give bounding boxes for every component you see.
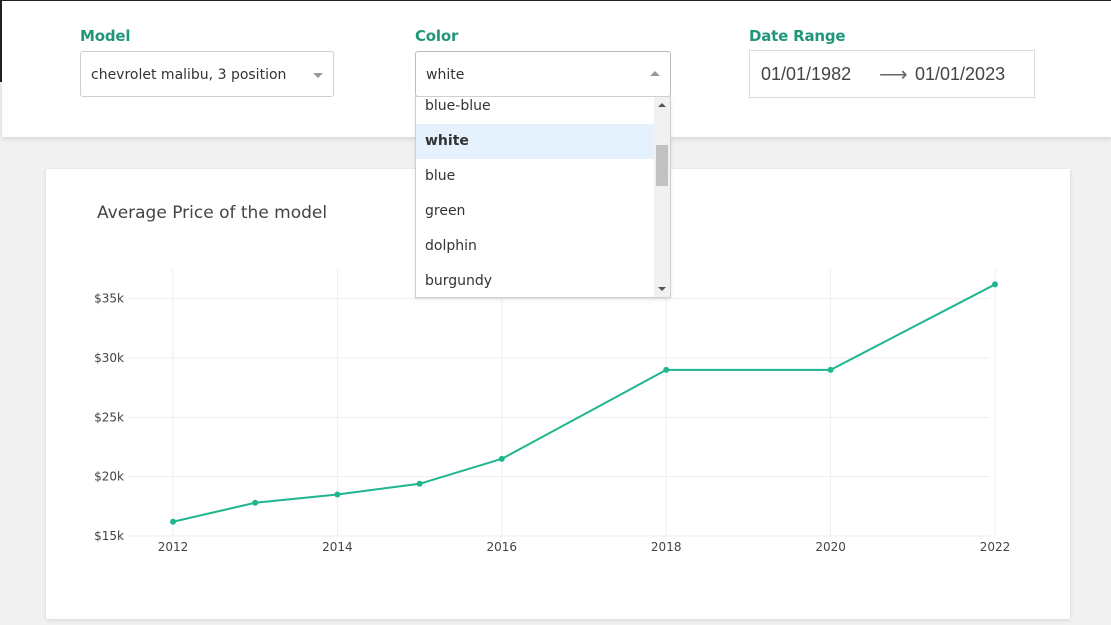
y-tick-label: $15k <box>94 529 124 543</box>
data-point <box>334 491 341 498</box>
data-point <box>827 366 834 373</box>
y-tick-label: $35k <box>94 292 124 306</box>
color-option[interactable]: dolphin <box>425 238 477 254</box>
end-date-input[interactable]: 01/01/2023 <box>915 64 1006 84</box>
x-tick-label: 2016 <box>487 540 518 554</box>
y-tick-label: $20k <box>94 470 124 484</box>
color-option[interactable]: blue-blue <box>425 98 491 114</box>
color-dropdown-menu: blue-blue white blue green dolphin burgu… <box>415 96 671 298</box>
chart-title: Average Price of the model <box>97 203 328 223</box>
color-option[interactable]: blue <box>425 168 456 184</box>
y-tick-label: $25k <box>94 410 124 424</box>
color-label: Color <box>415 27 459 45</box>
data-point <box>663 366 670 373</box>
price-series-line <box>172 283 996 523</box>
y-tick-label: $30k <box>94 351 124 365</box>
data-point <box>416 480 423 487</box>
data-point <box>992 281 998 288</box>
scroll-down-icon[interactable] <box>658 287 666 291</box>
window-left-border <box>0 0 2 82</box>
price-line-chart: $15k $20k $25k $30k $35k 2012 2014 2016 2018 2020… <box>94 269 1011 554</box>
x-tick-label: 2020 <box>815 540 846 554</box>
color-select[interactable]: white <box>415 51 671 97</box>
dropdown-scrollbar[interactable] <box>654 97 670 297</box>
scroll-thumb[interactable] <box>656 145 668 186</box>
start-date-input[interactable]: 01/01/1982 <box>761 64 852 84</box>
chevron-down-icon <box>313 73 323 78</box>
data-point <box>498 455 505 462</box>
color-option[interactable]: burgundy <box>425 273 493 289</box>
x-tick-label: 2014 <box>322 540 353 554</box>
color-select-value: white <box>426 67 465 83</box>
scroll-up-icon[interactable] <box>658 103 666 107</box>
color-option[interactable]: green <box>425 203 466 219</box>
window-top-border <box>0 0 1111 1</box>
x-tick-label: 2022 <box>980 540 1011 554</box>
chevron-up-icon <box>650 71 660 76</box>
x-tick-label: 2018 <box>651 540 682 554</box>
date-range-picker: 01/01/1982 ⟶ 01/01/2023 <box>749 50 1035 98</box>
x-tick-label: 2012 <box>158 540 189 554</box>
color-option-selected[interactable]: white <box>416 124 654 159</box>
model-label: Model <box>80 27 131 45</box>
model-select-value: chevrolet malibu, 3 position <box>91 67 287 83</box>
date-range-label: Date Range <box>749 27 846 45</box>
model-select[interactable]: chevrolet malibu, 3 position <box>80 51 334 97</box>
arrow-right-icon: ⟶ <box>879 64 908 86</box>
data-point <box>170 518 176 525</box>
data-point <box>252 499 259 506</box>
